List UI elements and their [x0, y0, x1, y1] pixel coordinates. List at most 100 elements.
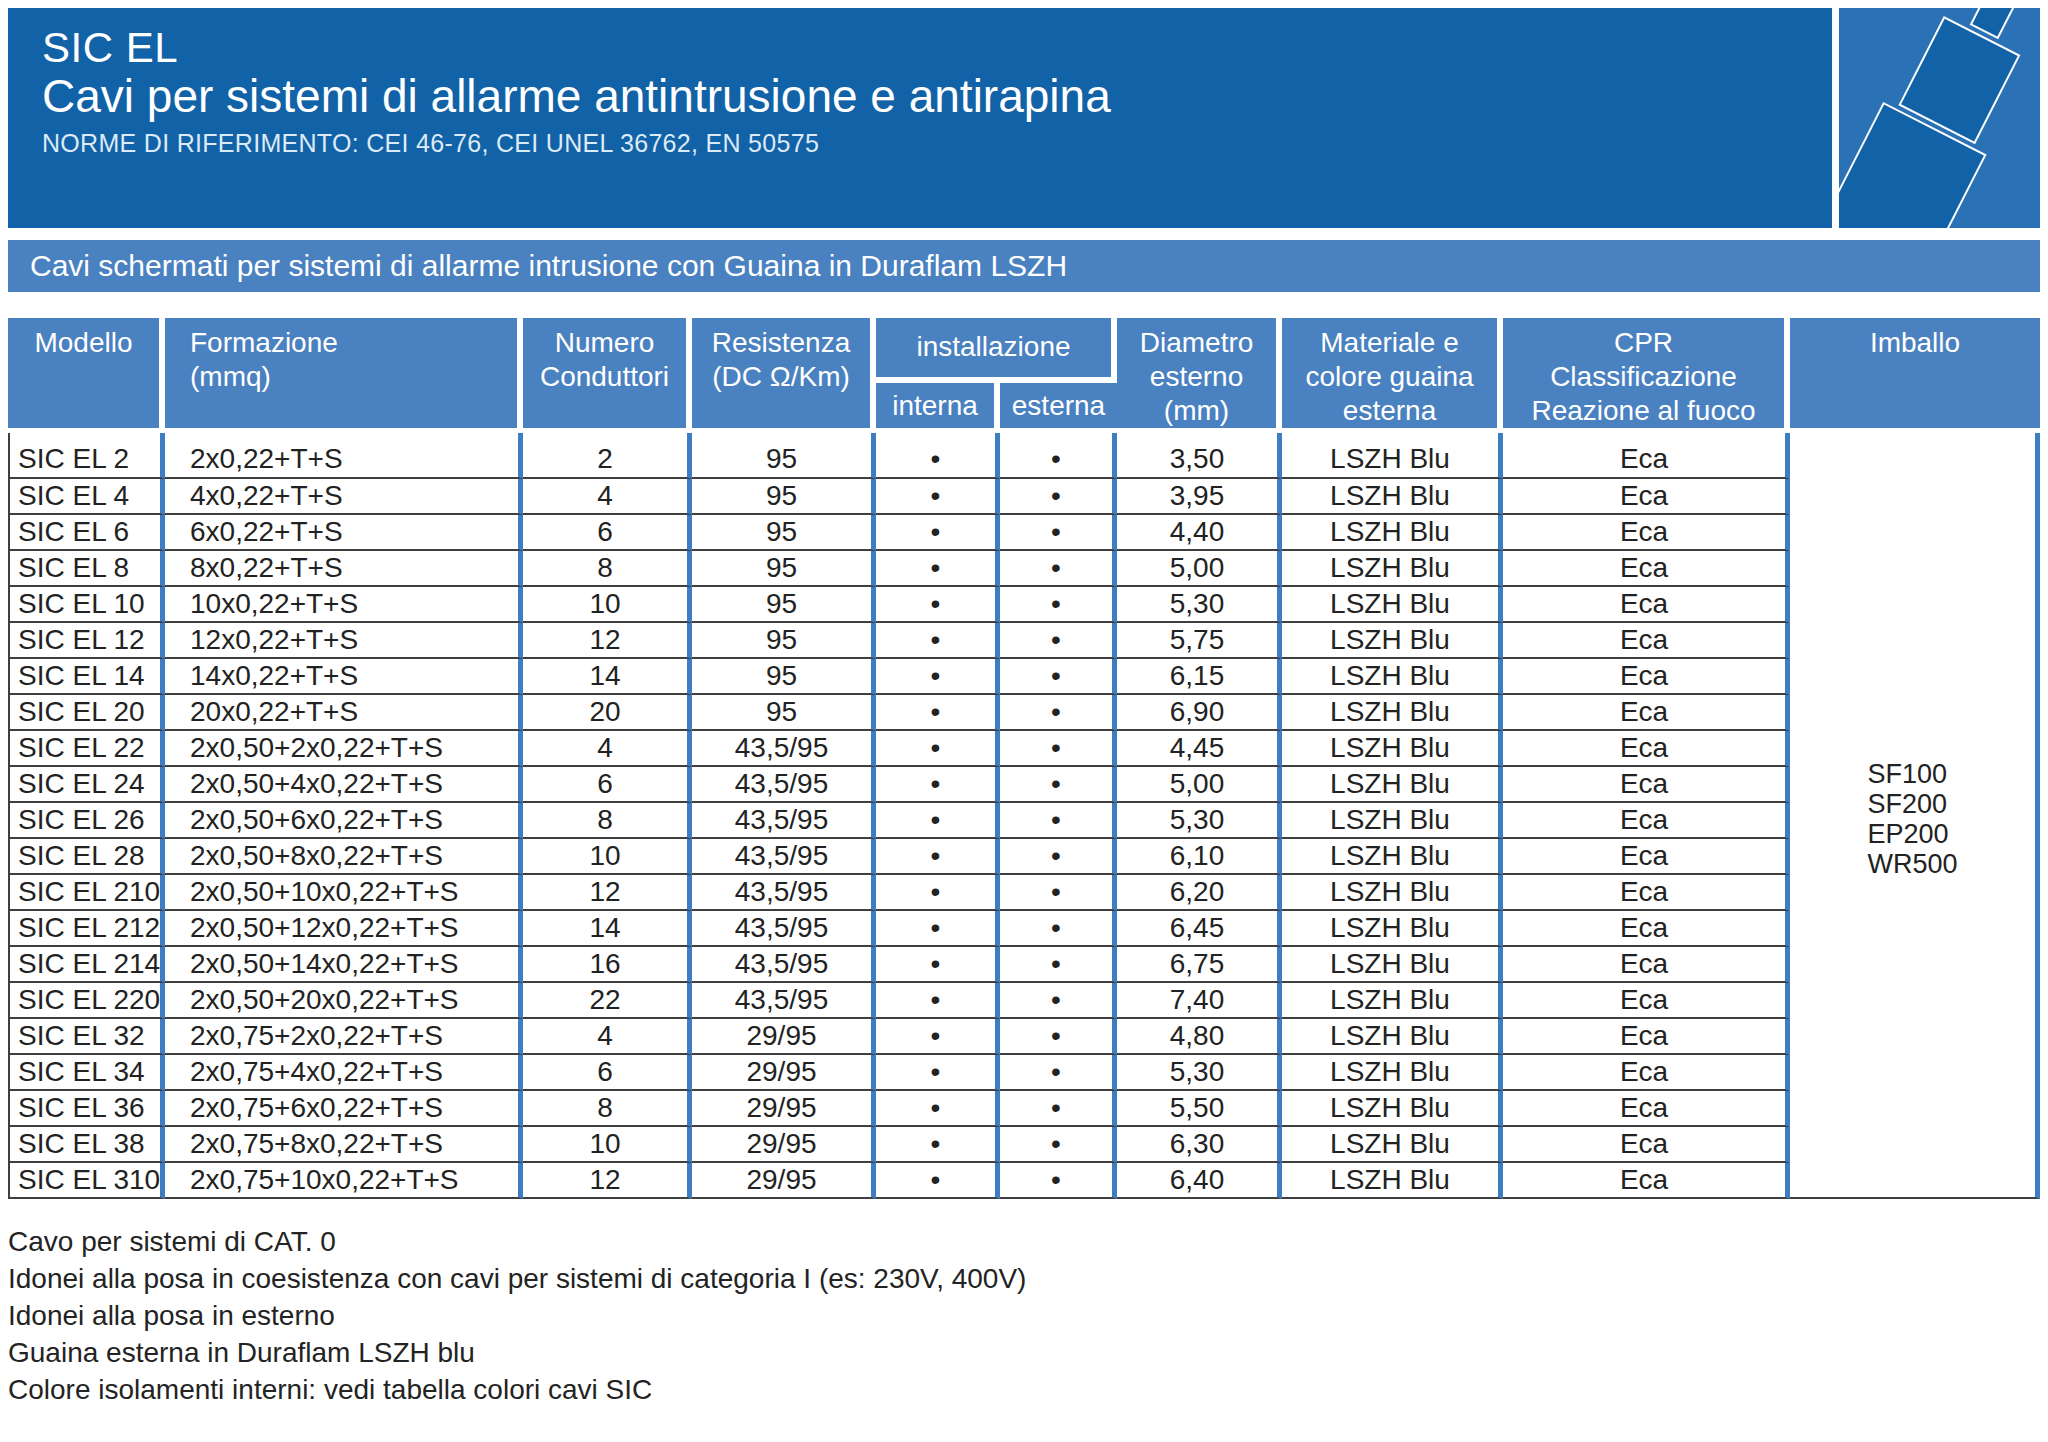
formation-cell: 12x0,22+T+S: [165, 623, 523, 659]
install-external-dot: •: [1000, 479, 1117, 515]
install-internal-dot: •: [876, 731, 1000, 767]
formation-cell: 2x0,50+4x0,22+T+S: [165, 767, 523, 803]
conductors-cell: 2: [523, 433, 692, 479]
sheath-cell: LSZH Blu: [1282, 1019, 1503, 1055]
conductors-cell: 16: [523, 947, 692, 983]
imballo-cell: SF100 SF200 EP200 WR500: [1790, 433, 2040, 1199]
cpr-class-cell: Eca: [1503, 551, 1790, 587]
resistance-cell: 43,5/95: [692, 803, 876, 839]
note-line: Idonei alla posa in esterno: [8, 1297, 2040, 1334]
conductors-cell: 6: [523, 767, 692, 803]
sheath-cell: LSZH Blu: [1282, 803, 1503, 839]
sheath-cell: LSZH Blu: [1282, 1163, 1503, 1199]
note-line: Guaina esterna in Duraflam LSZH blu: [8, 1334, 2040, 1371]
install-external-dot: •: [1000, 731, 1117, 767]
resistance-cell: 95: [692, 659, 876, 695]
conductors-cell: 8: [523, 1091, 692, 1127]
install-internal-dot: •: [876, 911, 1000, 947]
install-external-dot: •: [1000, 515, 1117, 551]
install-internal-dot: •: [876, 1091, 1000, 1127]
resistance-cell: 95: [692, 551, 876, 587]
table-row: SIC EL 2202x0,50+20x0,22+T+S2243,5/95••7…: [8, 983, 2040, 1019]
sheath-cell: LSZH Blu: [1282, 947, 1503, 983]
install-internal-dot: •: [876, 1055, 1000, 1091]
product-name: SIC EL: [42, 24, 2040, 71]
install-external-dot: •: [1000, 551, 1117, 587]
formation-cell: 2x0,50+14x0,22+T+S: [165, 947, 523, 983]
formation-cell: 2x0,50+8x0,22+T+S: [165, 839, 523, 875]
diameter-cell: 4,40: [1117, 515, 1282, 551]
model-cell: SIC EL 14: [8, 659, 165, 695]
resistance-cell: 43,5/95: [692, 731, 876, 767]
note-line: Idonei alla posa in coesistenza con cavi…: [8, 1260, 2040, 1297]
cpr-class-cell: Eca: [1503, 515, 1790, 551]
cpr-class-cell: Eca: [1503, 1055, 1790, 1091]
cable-table-body: SIC EL 22x0,22+T+S295••3,50LSZH BluEcaSF…: [8, 433, 2040, 1199]
sheath-cell: LSZH Blu: [1282, 587, 1503, 623]
diameter-cell: 3,95: [1117, 479, 1282, 515]
resistance-cell: 29/95: [692, 1055, 876, 1091]
formation-cell: 2x0,75+4x0,22+T+S: [165, 1055, 523, 1091]
conductors-cell: 22: [523, 983, 692, 1019]
table-row: SIC EL 1010x0,22+T+S1095••5,30LSZH BluEc…: [8, 587, 2040, 623]
resistance-cell: 29/95: [692, 1019, 876, 1055]
conductors-cell: 14: [523, 659, 692, 695]
install-external-dot: •: [1000, 587, 1117, 623]
cpr-class-cell: Eca: [1503, 875, 1790, 911]
note-line: Colore isolamenti interni: vedi tabella …: [8, 1371, 2040, 1408]
diameter-cell: 3,50: [1117, 433, 1282, 479]
model-cell: SIC EL 36: [8, 1091, 165, 1127]
model-cell: SIC EL 12: [8, 623, 165, 659]
table-row: SIC EL 2102x0,50+10x0,22+T+S1243,5/95••6…: [8, 875, 2040, 911]
resistance-cell: 29/95: [692, 1127, 876, 1163]
formation-cell: 2x0,75+2x0,22+T+S: [165, 1019, 523, 1055]
formation-cell: 2x0,75+6x0,22+T+S: [165, 1091, 523, 1127]
model-cell: SIC EL 210: [8, 875, 165, 911]
table-row: SIC EL 242x0,50+4x0,22+T+S643,5/95••5,00…: [8, 767, 2040, 803]
diameter-cell: 6,40: [1117, 1163, 1282, 1199]
table-row: SIC EL 3102x0,75+10x0,22+T+S1229/95••6,4…: [8, 1163, 2040, 1199]
model-cell: SIC EL 28: [8, 839, 165, 875]
cpr-class-cell: Eca: [1503, 1127, 1790, 1163]
model-cell: SIC EL 8: [8, 551, 165, 587]
cpr-class-cell: Eca: [1503, 659, 1790, 695]
conductors-cell: 20: [523, 695, 692, 731]
formation-cell: 4x0,22+T+S: [165, 479, 523, 515]
sheath-cell: LSZH Blu: [1282, 433, 1503, 479]
install-internal-dot: •: [876, 623, 1000, 659]
formation-cell: 2x0,50+12x0,22+T+S: [165, 911, 523, 947]
sheath-cell: LSZH Blu: [1282, 911, 1503, 947]
cpr-class-cell: Eca: [1503, 767, 1790, 803]
install-internal-dot: •: [876, 1127, 1000, 1163]
conductors-cell: 12: [523, 1163, 692, 1199]
footer-notes: Cavo per sistemi di CAT. 0 Idonei alla p…: [8, 1223, 2040, 1408]
install-external-dot: •: [1000, 911, 1117, 947]
install-internal-dot: •: [876, 1163, 1000, 1199]
diameter-cell: 4,80: [1117, 1019, 1282, 1055]
cpr-class-cell: Eca: [1503, 839, 1790, 875]
conductors-cell: 14: [523, 911, 692, 947]
table-row: SIC EL 2142x0,50+14x0,22+T+S1643,5/95••6…: [8, 947, 2040, 983]
sheath-cell: LSZH Blu: [1282, 623, 1503, 659]
sheath-cell: LSZH Blu: [1282, 659, 1503, 695]
table-row: SIC EL 362x0,75+6x0,22+T+S829/95••5,50LS…: [8, 1091, 2040, 1127]
model-cell: SIC EL 22: [8, 731, 165, 767]
resistance-cell: 29/95: [692, 1091, 876, 1127]
diameter-cell: 5,50: [1117, 1091, 1282, 1127]
install-internal-dot: •: [876, 875, 1000, 911]
install-external-dot: •: [1000, 947, 1117, 983]
resistance-cell: 43,5/95: [692, 875, 876, 911]
model-cell: SIC EL 6: [8, 515, 165, 551]
formation-cell: 20x0,22+T+S: [165, 695, 523, 731]
formation-cell: 8x0,22+T+S: [165, 551, 523, 587]
sheath-cell: LSZH Blu: [1282, 479, 1503, 515]
model-cell: SIC EL 4: [8, 479, 165, 515]
section-banner-label: Cavi schermati per sistemi di allarme in…: [30, 249, 1067, 283]
resistance-cell: 43,5/95: [692, 947, 876, 983]
cpr-class-cell: Eca: [1503, 479, 1790, 515]
install-external-dot: •: [1000, 875, 1117, 911]
model-cell: SIC EL 24: [8, 767, 165, 803]
model-cell: SIC EL 214: [8, 947, 165, 983]
resistance-cell: 43,5/95: [692, 839, 876, 875]
install-internal-dot: •: [876, 695, 1000, 731]
